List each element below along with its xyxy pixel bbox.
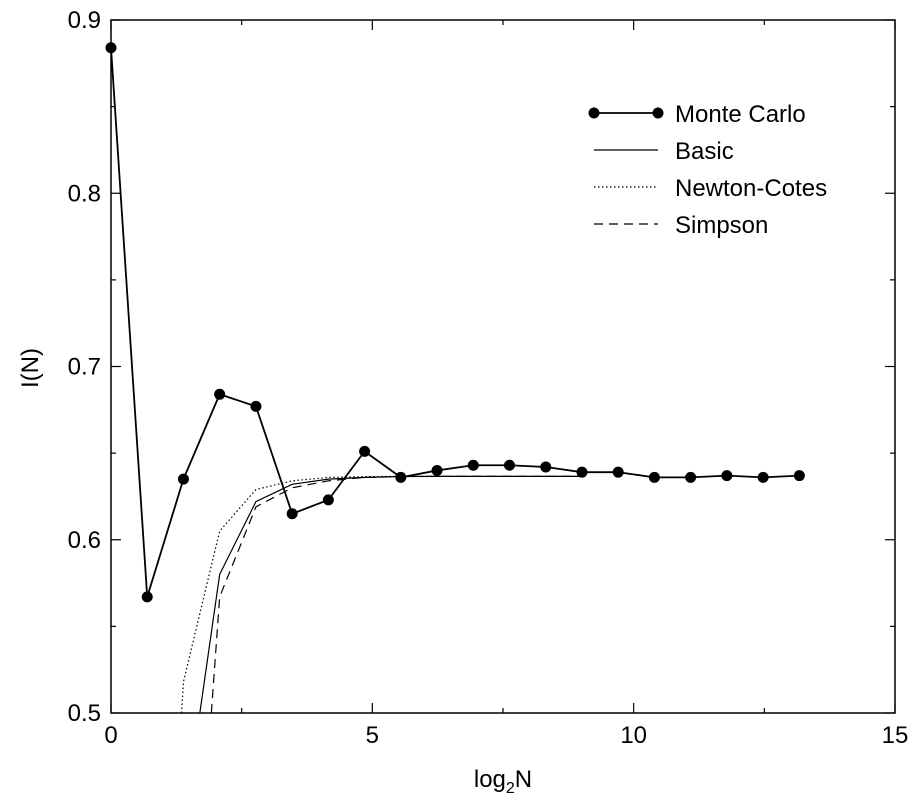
y-axis-label: I(N) — [17, 348, 44, 388]
data-point-monte-carlo — [322, 494, 334, 506]
series-line-newton-cotes — [180, 475, 582, 714]
data-point-monte-carlo — [540, 461, 552, 473]
data-point-monte-carlo — [431, 464, 443, 476]
legend-marker-monte-carlo — [652, 107, 664, 119]
y-tick-label: 0.7 — [68, 354, 101, 381]
data-point-monte-carlo — [793, 470, 805, 482]
data-point-monte-carlo — [214, 388, 226, 400]
series-line-monte-carlo — [110, 47, 800, 598]
data-point-monte-carlo — [685, 471, 697, 483]
legend-marker-monte-carlo — [588, 107, 600, 119]
data-point-monte-carlo — [177, 473, 189, 485]
y-tick-label: 0.8 — [68, 180, 101, 207]
data-point-monte-carlo — [250, 400, 262, 412]
x-tick-label: 10 — [620, 722, 647, 749]
legend-label-monte-carlo: Monte Carlo — [675, 101, 806, 128]
x-tick-label: 5 — [366, 722, 379, 749]
x-tick-label: 15 — [882, 722, 909, 749]
y-tick-label: 0.9 — [68, 7, 101, 34]
data-point-monte-carlo — [359, 445, 371, 457]
legend-label-simpson: Simpson — [675, 212, 768, 239]
legend-label-basic: Basic — [675, 138, 734, 165]
data-point-monte-carlo — [503, 459, 515, 471]
data-point-monte-carlo — [612, 466, 624, 478]
data-point-monte-carlo — [721, 470, 733, 482]
x-tick-label: 0 — [104, 722, 117, 749]
data-point-monte-carlo — [467, 459, 479, 471]
data-point-monte-carlo — [757, 471, 769, 483]
data-point-monte-carlo — [141, 591, 153, 603]
series-layer — [110, 47, 800, 714]
series-line-simpson — [210, 475, 582, 714]
x-axis-label: log2N — [474, 766, 532, 797]
data-point-monte-carlo — [286, 508, 298, 520]
axis-ticks — [110, 19, 896, 714]
data-point-monte-carlo — [648, 471, 660, 483]
y-tick-label: 0.6 — [68, 527, 101, 554]
y-tick-label: 0.5 — [68, 700, 101, 727]
legend-label-newton-cotes: Newton-Cotes — [675, 175, 827, 202]
series-line-basic — [199, 475, 582, 714]
legend: Monte Carlo Basic Newton-Cotes Simpson — [588, 101, 827, 239]
data-point-monte-carlo — [105, 42, 117, 54]
markers-layer — [105, 42, 805, 603]
data-point-monte-carlo — [395, 471, 407, 483]
axis-tick-labels: 0 5 10 15 0.5 0.6 0.7 0.8 0.9 — [68, 7, 909, 749]
data-point-monte-carlo — [576, 466, 588, 478]
